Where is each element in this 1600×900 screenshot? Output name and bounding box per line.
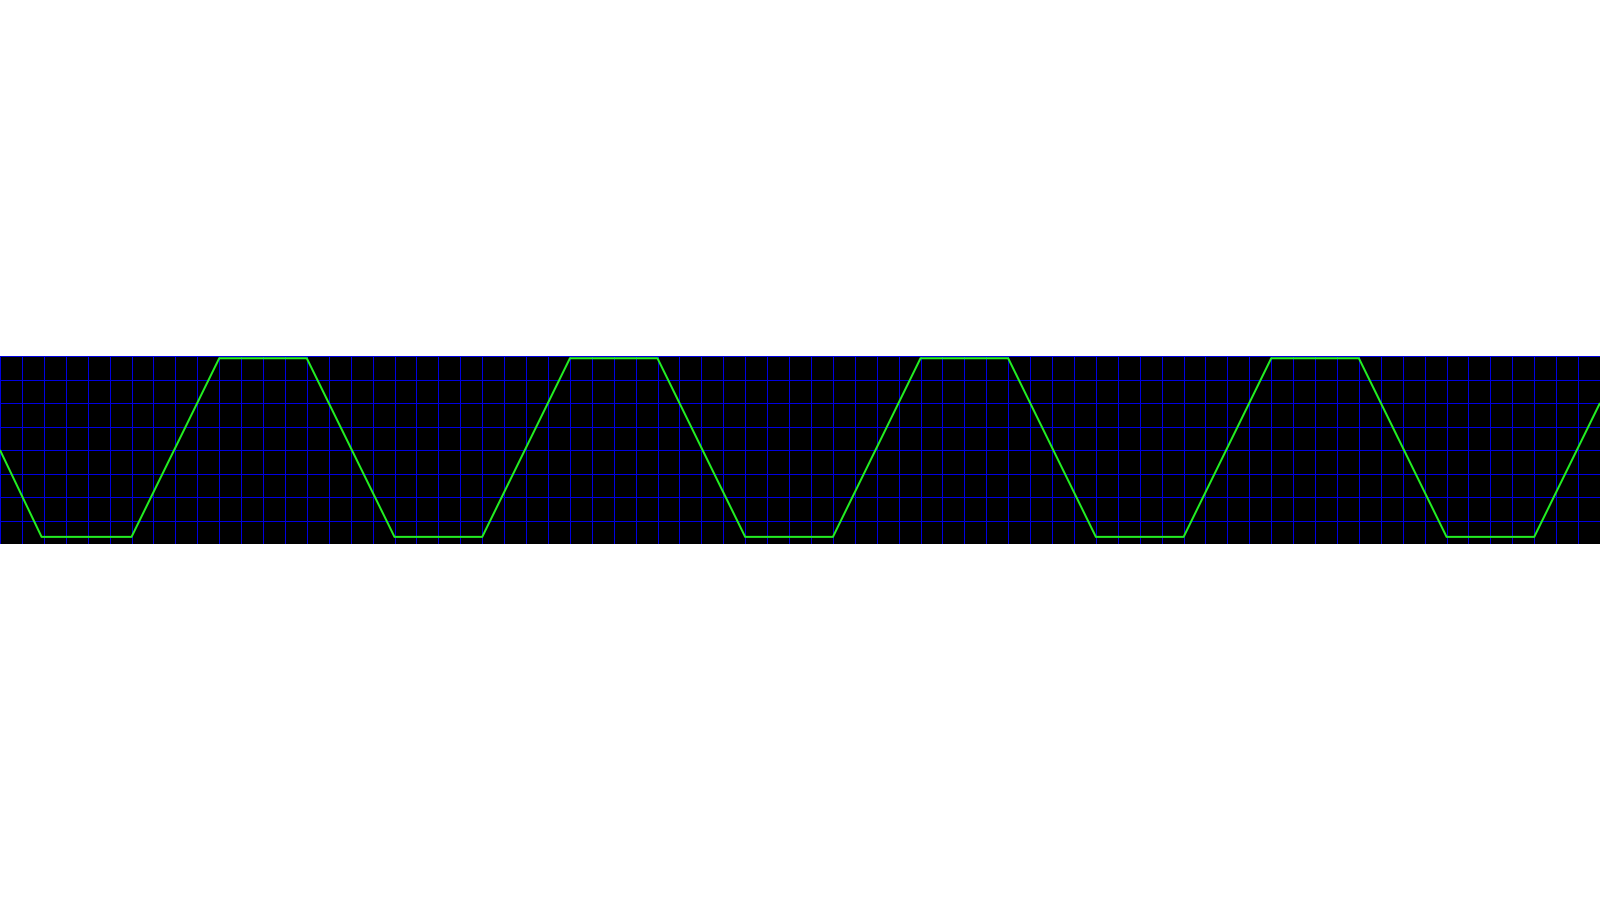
series-line — [0, 357, 1600, 538]
oscilloscope-plot — [0, 356, 1600, 544]
waveform-trace — [0, 357, 1600, 538]
grid-lines — [0, 356, 1600, 544]
